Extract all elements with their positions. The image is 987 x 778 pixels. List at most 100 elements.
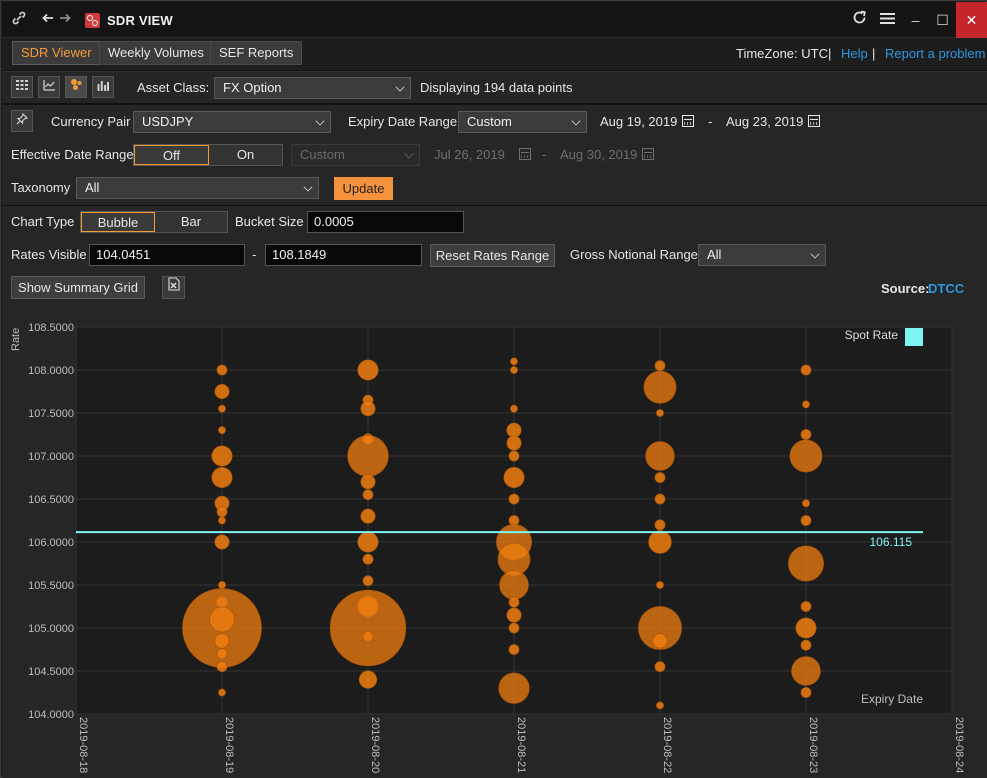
chevron-down-icon [810,249,820,259]
rate-min-input[interactable]: 104.0451 [89,244,245,266]
update-button[interactable]: Update [334,177,393,200]
data-bubble [498,672,530,704]
data-bubble [508,596,520,608]
data-bubble [508,644,520,655]
app-logo-icon [85,13,100,28]
x-tick-label: 2019-08-20 [369,717,381,773]
taxonomy-label: Taxonomy [11,180,71,195]
line-chart-icon[interactable] [38,76,60,98]
data-bubble [789,439,823,473]
reset-rates-button[interactable]: Reset Rates Range [430,244,555,267]
data-bubble [656,409,664,417]
asset-class-label: Asset Class: [137,80,210,95]
y-tick-label: 108.5000 [28,322,74,334]
expiry-from-value: Aug 19, 2019 [600,114,678,129]
expiry-to-value: Aug 23, 2019 [726,114,804,129]
rates-visible-label: Rates Visible [11,247,87,262]
source-link[interactable]: DTCC [928,281,965,296]
data-bubble [362,553,374,565]
help-link[interactable]: Help [841,46,868,61]
effective-from-date: Jul 26, 2019 [434,147,531,162]
data-bubble [800,515,812,526]
data-bubble [360,474,376,490]
expiry-to-date[interactable]: Aug 23, 2019 [726,114,821,129]
effective-on-option[interactable]: On [236,147,255,162]
data-bubble [209,606,235,633]
data-bubble [347,435,389,477]
pin-icon[interactable] [11,110,33,132]
data-bubble [499,570,529,600]
data-bubble [362,575,374,587]
show-summary-grid-button[interactable]: Show Summary Grid [11,276,145,299]
rate-max-input[interactable]: 108.1849 [265,244,422,266]
data-bubble [508,450,520,462]
data-bubble [654,519,666,531]
tab-sdr-viewer[interactable]: SDR Viewer [12,41,101,65]
expiry-from-date[interactable]: Aug 19, 2019 [600,114,695,129]
legend-swatch [905,328,923,346]
tab-weekly-volumes[interactable]: Weekly Volumes [99,41,213,65]
data-bubble [654,493,666,505]
y-tick-label: 107.5000 [28,408,74,420]
report-problem-link[interactable]: Report a problem [885,46,986,61]
filter-panel: Currency Pair USDJPY Expiry Date Range C… [2,104,987,205]
taxonomy-select[interactable]: All [76,177,319,199]
chart-type-label: Chart Type [11,214,75,229]
notional-range-select[interactable]: All [698,244,826,266]
data-bubble [788,545,824,582]
expiry-range-label: Expiry Date Range [348,114,458,129]
expiry-range-value: Custom [467,114,512,129]
data-bubble [510,357,518,366]
menu-icon[interactable] [876,9,898,31]
range-dash: - [708,114,713,129]
tab-sef-reports[interactable]: SEF Reports [210,41,303,65]
data-bubble [802,400,810,409]
x-tick-label: 2019-08-18 [77,717,89,773]
forward-icon[interactable] [54,9,76,31]
refresh-icon[interactable] [848,9,870,31]
y-tick-label: 106.0000 [28,537,74,549]
data-bubble [357,531,379,553]
bucket-size-input[interactable]: 0.0005 [307,211,464,233]
effective-to-date: Aug 30, 2019 [560,147,655,162]
data-bubble [795,617,817,639]
effective-off-option[interactable]: Off [134,145,209,165]
chart-canvas[interactable]: 108.5000 108.0000 107.5000 107.0000 106.5000… [2,307,987,778]
minimize-button[interactable]: – [911,12,920,28]
bar-chart-icon[interactable] [92,76,114,98]
close-button[interactable]: ✕ [956,2,987,38]
status-text: Displaying 194 data points [420,80,573,95]
chart-type-toggle: Bubble Bar [80,211,228,233]
calendar-icon[interactable] [682,115,695,127]
data-bubble [211,467,233,489]
data-bubble [800,364,812,376]
title-bar: SDR VIEW – ☐ ✕ [2,2,987,38]
calendar-icon [642,148,655,160]
back-icon[interactable] [37,9,59,31]
expiry-range-select[interactable]: Custom [458,111,587,133]
data-bubble [508,493,520,505]
data-bubble [506,422,522,438]
maximize-button[interactable]: ☐ [936,12,949,28]
x-tick-label: 2019-08-19 [223,717,235,773]
calendar-icon[interactable] [808,115,821,127]
effective-range-value: Custom [300,147,345,162]
effective-from-value: Jul 26, 2019 [434,147,505,162]
bubble-option[interactable]: Bubble [81,212,155,232]
asset-class-select[interactable]: FX Option [214,77,411,99]
effective-range-label: Effective Date Range [11,147,134,162]
bar-option[interactable]: Bar [180,214,202,229]
currency-pair-label: Currency Pair [51,114,131,129]
excel-export-icon[interactable] [162,276,185,299]
data-bubble [218,426,226,435]
grid-view-icon[interactable] [11,76,33,98]
currency-pair-select[interactable]: USDJPY [133,111,331,133]
data-bubble [214,383,230,400]
data-bubble [791,656,821,686]
x-axis-label: Expiry Date [861,692,923,706]
data-bubble [800,601,812,612]
bubble-chart-icon[interactable] [65,76,87,98]
data-bubble [329,589,407,667]
data-bubble [216,661,228,673]
link-icon[interactable] [8,9,30,31]
